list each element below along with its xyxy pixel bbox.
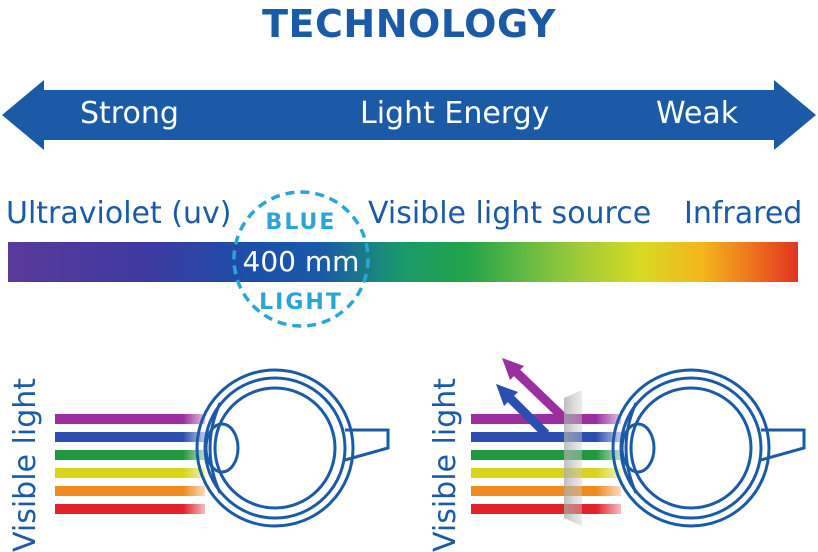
infrared-label: Infrared — [684, 196, 803, 231]
light-rays-right — [471, 410, 626, 518]
energy-arrow — [2, 80, 816, 150]
spectrum-bar — [8, 242, 798, 282]
light-word: LIGHT — [259, 290, 343, 315]
arrow-label-weak: Weak — [656, 96, 739, 131]
visible-light-label: Visible light source — [368, 196, 652, 231]
reflected-rays — [496, 358, 568, 438]
eye-icon — [195, 368, 390, 528]
blue-word: BLUE — [265, 210, 337, 235]
eye-diagram-right — [471, 358, 806, 528]
visible-light-label-left: Visible light — [8, 377, 43, 552]
eye-diagram-left — [55, 368, 390, 528]
blue-light-circle — [232, 190, 370, 328]
uv-label: Ultraviolet (uv) — [6, 196, 232, 231]
eye-icon — [611, 368, 806, 528]
blue-filter-lens — [564, 390, 582, 526]
page-title: TECHNOLOGY — [262, 2, 556, 46]
light-rays-left — [55, 410, 210, 518]
arrow-label-strong: Strong — [80, 96, 179, 131]
wavelength-label: 400 mm — [242, 245, 360, 278]
arrow-label-light-energy: Light Energy — [360, 96, 550, 131]
visible-light-label-right: Visible light — [428, 377, 463, 552]
